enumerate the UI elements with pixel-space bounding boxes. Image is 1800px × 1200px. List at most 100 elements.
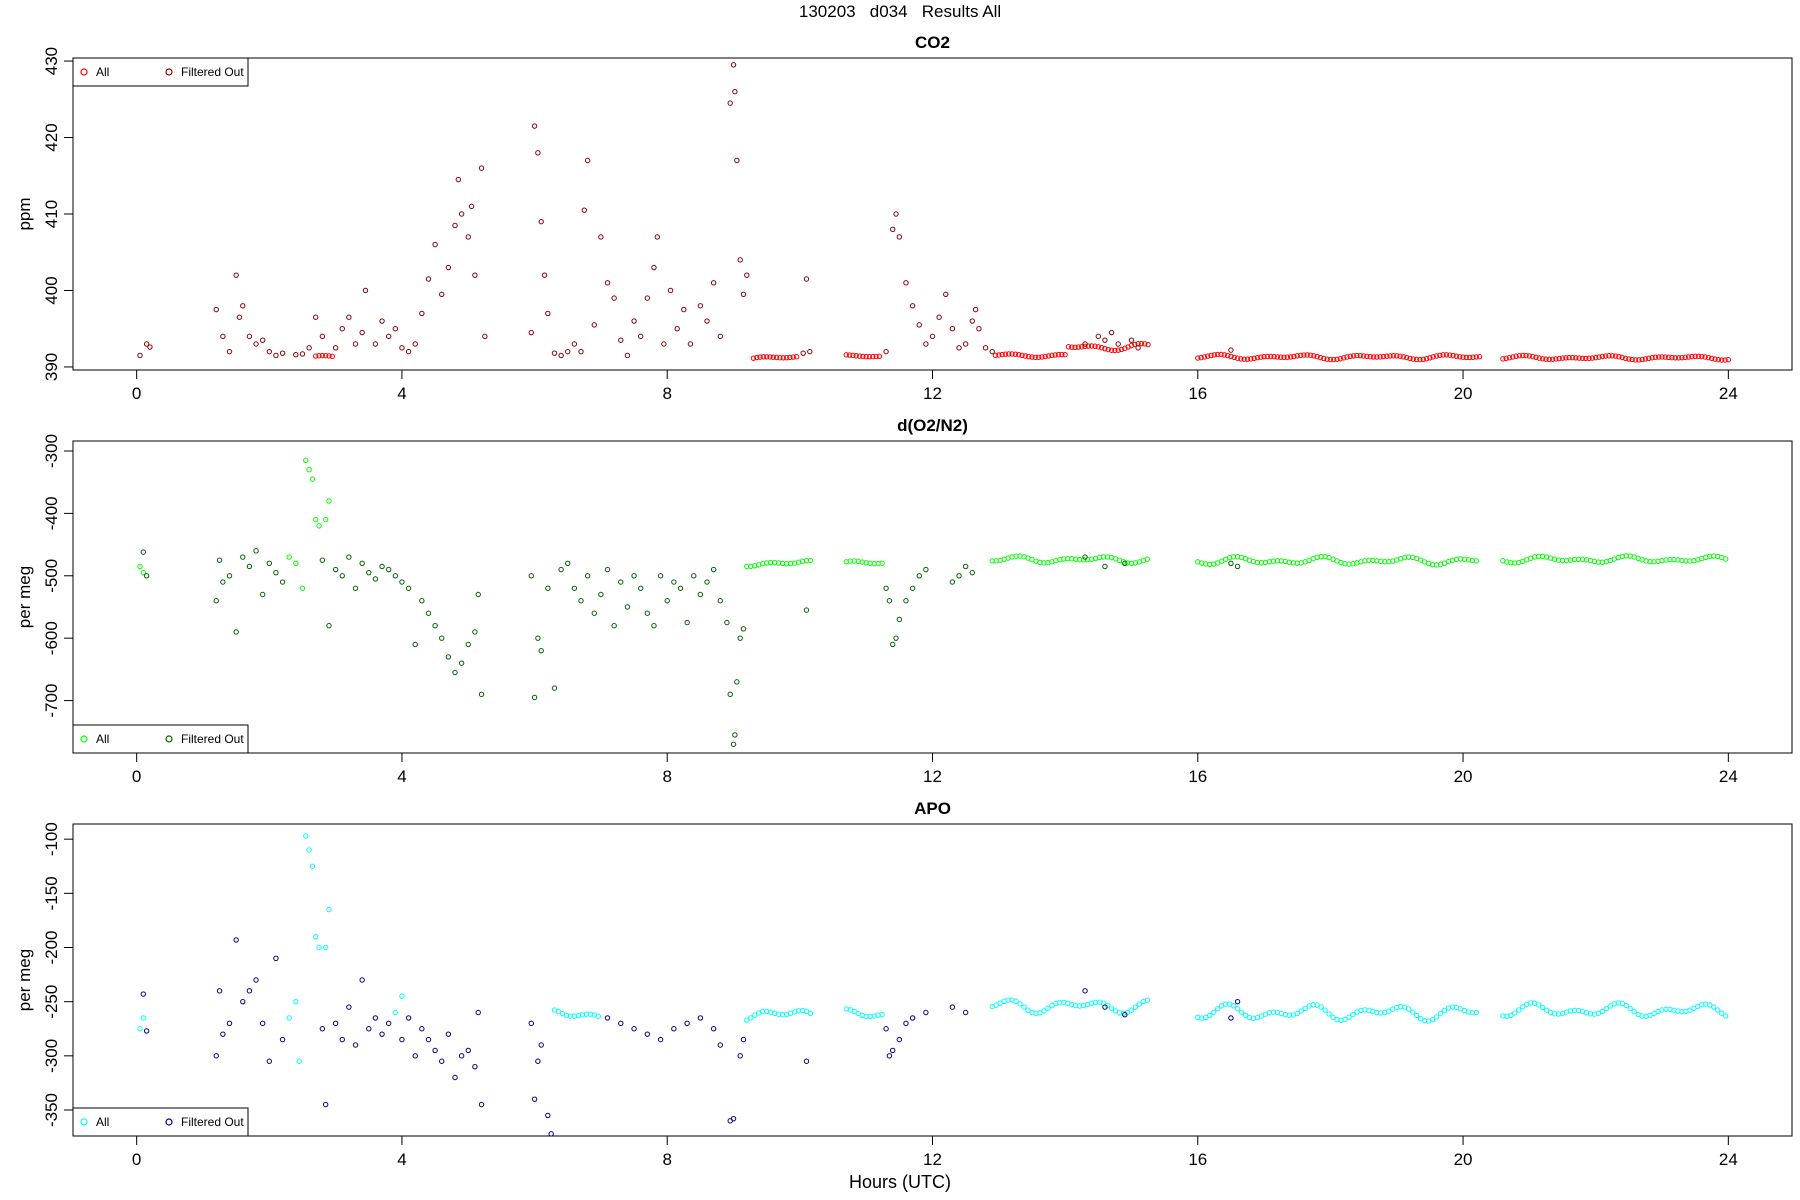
point-filtered-out [332,566,339,573]
point-all [1513,353,1519,359]
point-filtered-out [661,341,667,347]
point-all [1503,355,1509,362]
point-filtered-out [558,566,564,573]
point-all [1238,1009,1245,1015]
point-all [1224,352,1231,359]
point-filtered-out [233,629,239,635]
point-filtered-out [392,573,399,579]
point-all [1437,1010,1444,1017]
point-all [1021,1004,1027,1010]
point-all [748,1015,754,1021]
point-filtered-out [472,1063,478,1070]
point-all [137,1026,143,1032]
y-axis-label: per meg [15,949,34,1011]
point-filtered-out [322,1101,329,1108]
point-all [1642,356,1649,362]
legend-label-0: All [96,732,109,746]
point-filtered-out [478,165,485,171]
point-filtered-out [385,333,392,340]
x-tick-label: 20 [1454,1150,1473,1169]
point-filtered-out [578,348,584,355]
point-all [293,998,299,1005]
point-filtered-out [923,566,929,573]
point-all [1049,352,1055,359]
point-all [1675,355,1682,361]
point-filtered-out [890,226,896,232]
point-all [140,1015,146,1021]
point-filtered-out [339,326,345,332]
point-all [1016,352,1022,358]
point-all [1102,345,1108,352]
point-all [1195,355,1201,361]
point-all [1709,355,1715,362]
point-filtered-out [730,1115,737,1122]
point-filtered-out [385,566,392,573]
point-filtered-out [465,641,471,648]
point-all [309,863,316,869]
point-all [1264,353,1271,360]
point-all [1142,341,1148,347]
point-all [1045,1005,1051,1011]
point-filtered-out [591,322,597,328]
point-filtered-out [352,341,359,347]
point-filtered-out [903,280,909,286]
x-tick-label: 20 [1454,384,1473,403]
point-all [1689,353,1695,360]
point-all [1682,354,1688,361]
x-tick-label: 0 [132,1150,141,1169]
point-filtered-out [896,616,903,623]
point-filtered-out [346,1004,352,1010]
point-all [1017,1001,1023,1007]
point-filtered-out [233,272,239,278]
point-filtered-out [216,557,223,563]
point-filtered-out [266,1058,273,1064]
point-filtered-out [644,1031,651,1037]
point-filtered-out [737,1053,743,1059]
point-all [1603,1005,1610,1012]
point-filtered-out [949,579,956,585]
point-all [1583,355,1589,362]
point-all [1715,1007,1721,1013]
point-all [1529,353,1536,360]
point-all [850,352,856,359]
point-filtered-out [306,345,312,351]
point-filtered-out [681,306,687,313]
point-all [1526,353,1533,359]
point-all [1258,354,1264,360]
point-all [1623,1002,1629,1009]
point-filtered-out [535,635,541,641]
point-filtered-out [465,234,471,240]
point-filtered-out [352,1042,359,1048]
y-tick-label: -100 [42,822,61,856]
point-filtered-out [807,348,813,355]
point-all [1326,1011,1332,1017]
y-tick-label: -500 [42,559,61,593]
point-all [329,353,336,360]
point-all [1311,353,1317,359]
point-all [1592,354,1599,361]
point-all [1360,353,1367,359]
point-filtered-out [253,548,259,554]
point-all [1612,353,1619,359]
point-filtered-out [412,1053,418,1059]
point-all [1563,355,1569,361]
point-filtered-out [279,579,286,585]
point-filtered-out [452,669,458,676]
point-filtered-out [886,598,893,604]
point-filtered-out [445,1031,452,1037]
point-filtered-out [399,345,405,351]
point-all [1069,344,1075,350]
point-filtered-out [439,635,445,641]
point-filtered-out [1122,1011,1128,1018]
plot-frame [72,823,1793,1137]
point-filtered-out [220,579,226,585]
point-all [1423,355,1430,362]
point-filtered-out [226,573,233,579]
point-filtered-out [584,573,591,579]
point-all [399,993,405,999]
point-filtered-out [346,314,352,320]
point-all [1646,355,1652,362]
point-filtered-out [259,1020,266,1027]
point-all [1304,352,1310,358]
point-all [1244,356,1251,362]
